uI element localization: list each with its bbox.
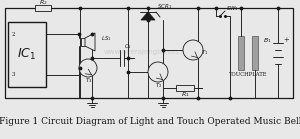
Bar bbox=[238, 36, 244, 70]
Text: www.neerajengineers.com: www.neerajengineers.com bbox=[103, 49, 196, 55]
Text: 2: 2 bbox=[11, 32, 15, 37]
Text: TOUCHPLATE: TOUCHPLATE bbox=[229, 73, 267, 78]
Polygon shape bbox=[141, 12, 155, 20]
Bar bbox=[5, 8, 293, 98]
Text: $LS_1$: $LS_1$ bbox=[101, 35, 112, 44]
Circle shape bbox=[183, 40, 203, 60]
Circle shape bbox=[79, 59, 97, 77]
Bar bbox=[176, 85, 194, 91]
Text: $IC_1$: $IC_1$ bbox=[17, 46, 37, 62]
Bar bbox=[35, 5, 51, 11]
Text: $T_1$: $T_1$ bbox=[201, 49, 208, 57]
Text: $SW_1$: $SW_1$ bbox=[226, 5, 239, 13]
Text: $R_1$: $R_1$ bbox=[181, 90, 189, 99]
Text: $C_1$: $C_1$ bbox=[124, 43, 132, 51]
Bar bbox=[8, 22, 46, 87]
Bar bbox=[252, 36, 258, 70]
Bar bbox=[81, 38, 85, 46]
Text: $T_2$: $T_2$ bbox=[155, 82, 163, 90]
Text: $R_2$: $R_2$ bbox=[39, 0, 47, 8]
Circle shape bbox=[148, 62, 168, 82]
Text: Figure 1 Circuit Diagram of Light and Touch Operated Music Bell: Figure 1 Circuit Diagram of Light and To… bbox=[0, 117, 300, 126]
Text: +: + bbox=[283, 36, 289, 44]
Polygon shape bbox=[85, 33, 95, 51]
Text: $T_3$: $T_3$ bbox=[85, 77, 93, 85]
Text: $SCR_1$: $SCR_1$ bbox=[157, 3, 172, 11]
Text: 3: 3 bbox=[11, 73, 15, 78]
Text: $B_1$: $B_1$ bbox=[263, 37, 272, 45]
